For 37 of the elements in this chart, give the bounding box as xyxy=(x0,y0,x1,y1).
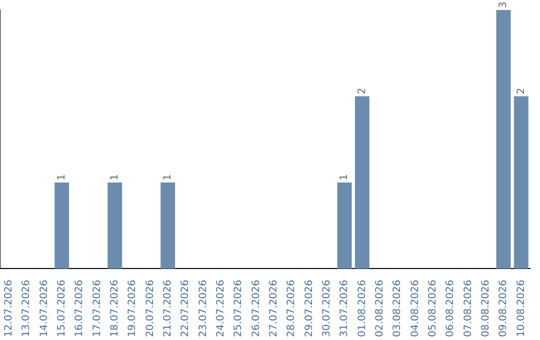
x-tick-label: 14.07.2026 xyxy=(38,280,50,338)
x-tick-label: 15.07.2026 xyxy=(56,280,68,338)
x-tick-label: 26.07.2026 xyxy=(250,280,262,338)
x-tick-label: 13.07.2026 xyxy=(21,280,32,338)
x-tick-label: 05.08.2026 xyxy=(427,280,438,338)
x-tick-label: 30.07.2026 xyxy=(321,280,332,338)
x-tick-label: 07.08.2026 xyxy=(462,280,474,338)
x-tick-label: 10.08.2026 xyxy=(516,280,527,338)
x-tick-label: 31.07.2026 xyxy=(339,280,350,338)
x-tick-label: 02.08.2026 xyxy=(374,280,386,338)
x-tick-label: 09.08.2026 xyxy=(498,280,510,338)
data-label: 1 xyxy=(109,174,120,180)
x-tick-label: 01.08.2026 xyxy=(356,280,368,338)
x-tick-label: 06.08.2026 xyxy=(445,280,456,338)
data-label: 1 xyxy=(162,174,174,180)
x-tick-label: 20.07.2026 xyxy=(144,280,156,338)
x-tick-label: 24.07.2026 xyxy=(215,280,226,338)
data-label: 3 xyxy=(498,2,510,8)
data-label: 2 xyxy=(356,88,368,94)
data-label: 1 xyxy=(56,174,68,180)
x-tick-label: 23.07.2026 xyxy=(198,280,209,338)
data-label: 2 xyxy=(516,88,527,94)
x-tick-label: 03.08.2026 xyxy=(392,280,404,338)
x-tick-label: 17.07.2026 xyxy=(92,280,103,338)
x-tick-label: 25.07.2026 xyxy=(233,280,244,338)
x-tick-label: 28.07.2026 xyxy=(286,280,298,338)
x-tick-label: 12.07.2026 xyxy=(3,280,14,338)
x-tick-label: 04.08.2026 xyxy=(410,280,421,338)
x-tick-label: 27.07.2026 xyxy=(268,280,280,338)
x-tick-label: 19.07.2026 xyxy=(127,280,138,338)
x-tick-label: 29.07.2026 xyxy=(304,280,315,338)
x-tick-label: 18.07.2026 xyxy=(109,280,120,338)
data-label: 1 xyxy=(339,174,350,180)
x-tick-label: 22.07.2026 xyxy=(180,280,192,338)
x-tick-label: 08.08.2026 xyxy=(480,280,492,338)
x-tick-label: 21.07.2026 xyxy=(162,280,174,338)
x-tick-label: 16.07.2026 xyxy=(74,280,86,338)
